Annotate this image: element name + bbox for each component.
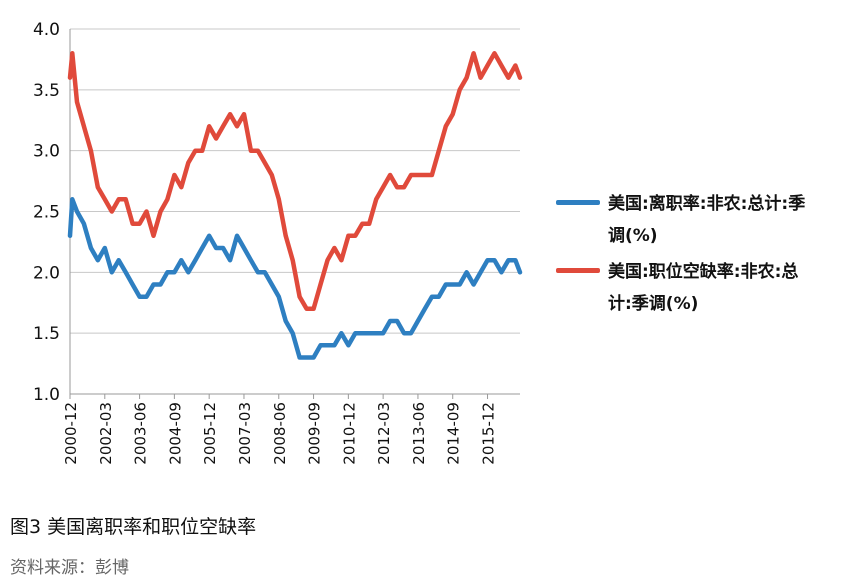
x-tick-label: 2014-09	[445, 402, 463, 465]
x-tick-label: 2004-09	[166, 402, 184, 465]
series-line-job-openings-rate	[67, 51, 523, 312]
figure-caption: 图3 美国离职率和职位空缺率	[10, 516, 257, 538]
y-tick-label: 4.0	[33, 20, 60, 40]
x-tick-label: 2007-03	[236, 402, 254, 465]
legend-label: 美国:职位空缺率:非农:总计:季调(%)	[608, 262, 799, 314]
series-lines	[67, 51, 523, 360]
legend-item-separation-rate: 美国:离职率:非农:总计:季调(%)	[556, 188, 808, 252]
x-tick-label: 2000-12	[62, 402, 80, 465]
y-tick-label: 2.5	[33, 203, 60, 223]
y-tick-label: 1.5	[33, 324, 60, 344]
y-tick-label: 3.5	[33, 81, 60, 101]
y-axis-ticks: 1.0 1.5 2.0 2.5 3.0 3.5 4.0	[33, 20, 60, 405]
line-chart: 1.0 1.5 2.0 2.5 3.0 3.5 4.0 2000-12 2002-03 2003…	[33, 20, 523, 465]
x-tick-label: 2002-03	[97, 402, 115, 465]
y-tick-label: 3.0	[33, 142, 60, 162]
legend-item-job-openings-rate: 美国:职位空缺率:非农:总计:季调(%)	[556, 256, 808, 320]
series-line-separation-rate	[67, 197, 523, 360]
gridlines	[70, 28, 520, 334]
source-note: 资料来源：彭博	[10, 558, 129, 578]
legend-swatch-blue	[556, 200, 600, 205]
x-tick-label: 2009-09	[306, 402, 324, 465]
legend-label: 美国:离职率:非农:总计:季调(%)	[608, 194, 806, 246]
x-tick-label: 2012-03	[375, 402, 393, 465]
x-tick-label: 2003-06	[132, 402, 150, 465]
x-tick-label: 2010-12	[340, 402, 358, 465]
legend-swatch-red	[556, 268, 600, 273]
y-tick-label: 2.0	[33, 263, 60, 283]
x-tick-label: 2013-06	[410, 402, 428, 465]
x-tick-label: 2015-12	[480, 402, 498, 465]
x-tick-label: 2008-06	[271, 402, 289, 465]
y-tick-label: 1.0	[33, 385, 60, 405]
x-tick-label: 2005-12	[201, 402, 219, 465]
x-axis-ticks: 2000-12 2002-03 2003-06 2004-09 2005-12 2007-…	[62, 394, 498, 465]
